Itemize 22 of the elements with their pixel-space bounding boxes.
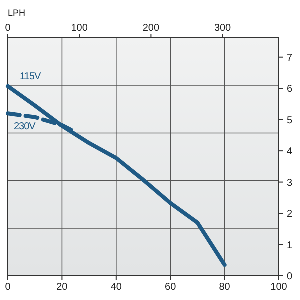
y-tick-label: 7 (287, 52, 293, 64)
y-tick-label: 5 (287, 115, 293, 126)
series-label: 115V (20, 71, 42, 82)
x2-tick-label: 300 (214, 23, 232, 34)
y-tick-label: 2 (287, 209, 293, 220)
y-tick-label: 1 (287, 240, 293, 252)
x2-tick-label: 0 (5, 23, 12, 34)
y-tick-label: 6 (287, 84, 293, 96)
y-tick-label: 0 (287, 272, 293, 282)
y-tick-label: 3 (287, 178, 293, 189)
x-tick-label: 0 (5, 282, 12, 293)
x-tick-label: 80 (219, 282, 231, 293)
x-tick-label: 60 (165, 282, 177, 293)
x2-axis-title: LPH (8, 8, 26, 18)
x-tick-label: 20 (56, 282, 68, 293)
x-tick-label: 100 (270, 282, 288, 293)
y-tick-label: 4 (287, 146, 293, 158)
line-series (6, 84, 227, 268)
x-tick-label: 40 (110, 282, 122, 293)
x2-tick-label: 200 (142, 23, 160, 34)
series-label: 230V (14, 122, 36, 133)
x2-tick-label: 100 (71, 23, 88, 34)
